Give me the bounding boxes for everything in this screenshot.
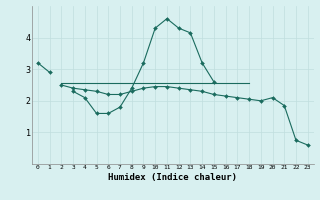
X-axis label: Humidex (Indice chaleur): Humidex (Indice chaleur) xyxy=(108,173,237,182)
